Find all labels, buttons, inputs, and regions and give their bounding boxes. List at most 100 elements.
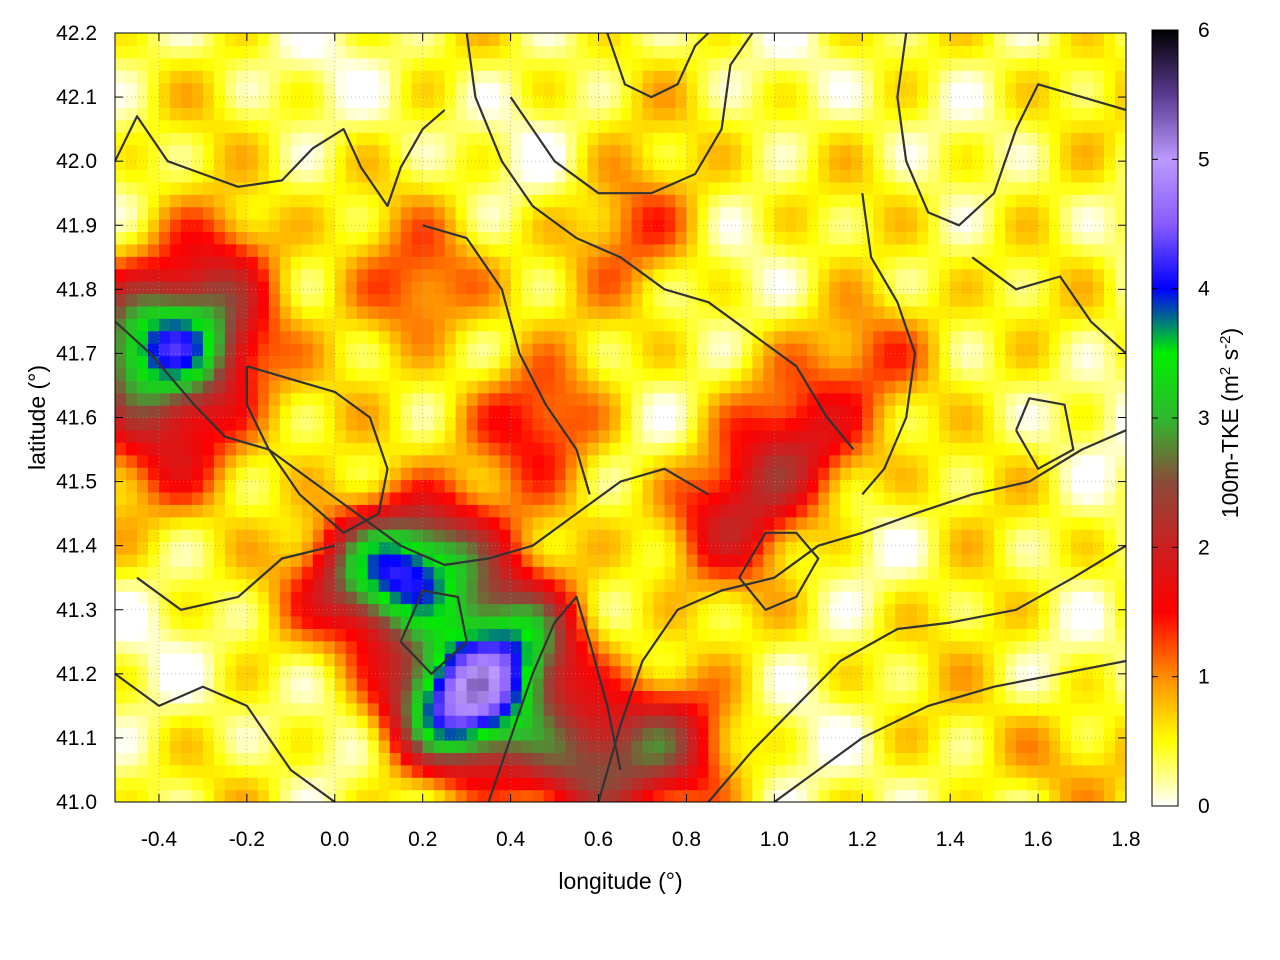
heat-cell [268, 206, 281, 220]
heat-cell [917, 181, 929, 195]
heat-cell [257, 256, 270, 270]
heat-cell [323, 405, 336, 419]
heat-cell [323, 181, 336, 195]
heat-cell [939, 789, 951, 802]
heat-cell [620, 504, 633, 518]
heat-cell [697, 553, 710, 567]
heat-cell [763, 305, 775, 319]
heat-cell [411, 516, 424, 530]
heat-cell [697, 206, 710, 220]
heat-cell [433, 653, 446, 667]
heat-cell [664, 231, 677, 245]
heat-cell [543, 479, 556, 493]
heat-cell [851, 467, 863, 481]
heat-cell [587, 578, 600, 592]
heat-cell [345, 169, 358, 183]
heat-cell [521, 702, 534, 716]
heat-cell [367, 789, 380, 802]
heat-cell [455, 281, 468, 295]
heat-cell [972, 442, 984, 456]
heat-cell [1115, 268, 1126, 282]
heat-cell [455, 591, 468, 605]
heat-cell [301, 318, 314, 332]
heat-cell [730, 219, 742, 233]
heat-cell [367, 367, 380, 381]
heat-cell [818, 132, 830, 146]
heat-cell [796, 380, 808, 394]
heat-cell [158, 789, 171, 802]
heat-cell [1115, 764, 1126, 778]
heat-cell [752, 157, 764, 171]
heat-cell [312, 615, 325, 629]
heat-cell [389, 355, 402, 369]
heat-cell [785, 516, 797, 530]
heat-cell [961, 318, 973, 332]
heat-cell [389, 752, 402, 766]
heat-cell [752, 181, 764, 195]
heat-cell [1093, 566, 1105, 580]
heat-cell [1060, 628, 1072, 642]
heat-cell [598, 665, 611, 679]
heat-cell [895, 504, 907, 518]
heat-cell [191, 739, 204, 753]
heat-cell [400, 603, 413, 617]
heat-cell [554, 739, 567, 753]
heat-cell [675, 132, 688, 146]
heat-cell [1071, 343, 1083, 357]
heat-cell [719, 442, 731, 456]
heat-cell [279, 305, 292, 319]
heat-cell [664, 392, 677, 406]
heat-cell [620, 752, 633, 766]
heat-cell [301, 628, 314, 642]
heat-cell [1005, 665, 1017, 679]
heat-cell [180, 777, 193, 791]
heat-cell [1005, 764, 1017, 778]
heat-cell [1104, 256, 1116, 270]
heat-cell [906, 194, 918, 208]
heat-cell [587, 256, 600, 270]
heat-cell [444, 504, 457, 518]
heat-cell [422, 268, 435, 282]
heat-cell [1104, 529, 1116, 543]
heat-cell [884, 169, 896, 183]
heat-cell [763, 231, 775, 245]
heat-cell [510, 268, 523, 282]
heat-cell [345, 702, 358, 716]
heat-cell [1104, 454, 1116, 468]
heat-cell [367, 343, 380, 357]
heat-cell [246, 504, 259, 518]
heat-cell [1115, 318, 1126, 332]
heat-cell [356, 715, 369, 729]
heat-cell [1104, 491, 1116, 505]
heat-cell [697, 615, 710, 629]
heat-cell [950, 752, 962, 766]
heat-cell [686, 653, 699, 667]
heat-cell [972, 591, 984, 605]
heat-cell [873, 181, 885, 195]
heat-cell [433, 392, 446, 406]
heat-cell [1060, 727, 1072, 741]
heat-cell [1071, 417, 1083, 431]
heat-cell [411, 157, 424, 171]
heat-cell [499, 355, 512, 369]
heat-cell [752, 206, 764, 220]
heat-cell [609, 491, 622, 505]
heat-cell [785, 640, 797, 654]
heat-cell [268, 268, 281, 282]
heat-cell [1027, 504, 1039, 518]
heat-cell [521, 429, 534, 443]
heat-cell [433, 727, 446, 741]
heat-cell [147, 553, 160, 567]
heat-cell [312, 268, 325, 282]
heat-cell [950, 739, 962, 753]
heat-cell [334, 541, 347, 555]
heat-cell [115, 541, 127, 555]
heat-cell [323, 653, 336, 667]
heat-cell [235, 293, 248, 307]
heat-cell [455, 343, 468, 357]
heat-cell [587, 479, 600, 493]
heat-cell [697, 640, 710, 654]
heat-cell [169, 181, 182, 195]
heat-cell [840, 417, 852, 431]
heat-cell [840, 380, 852, 394]
